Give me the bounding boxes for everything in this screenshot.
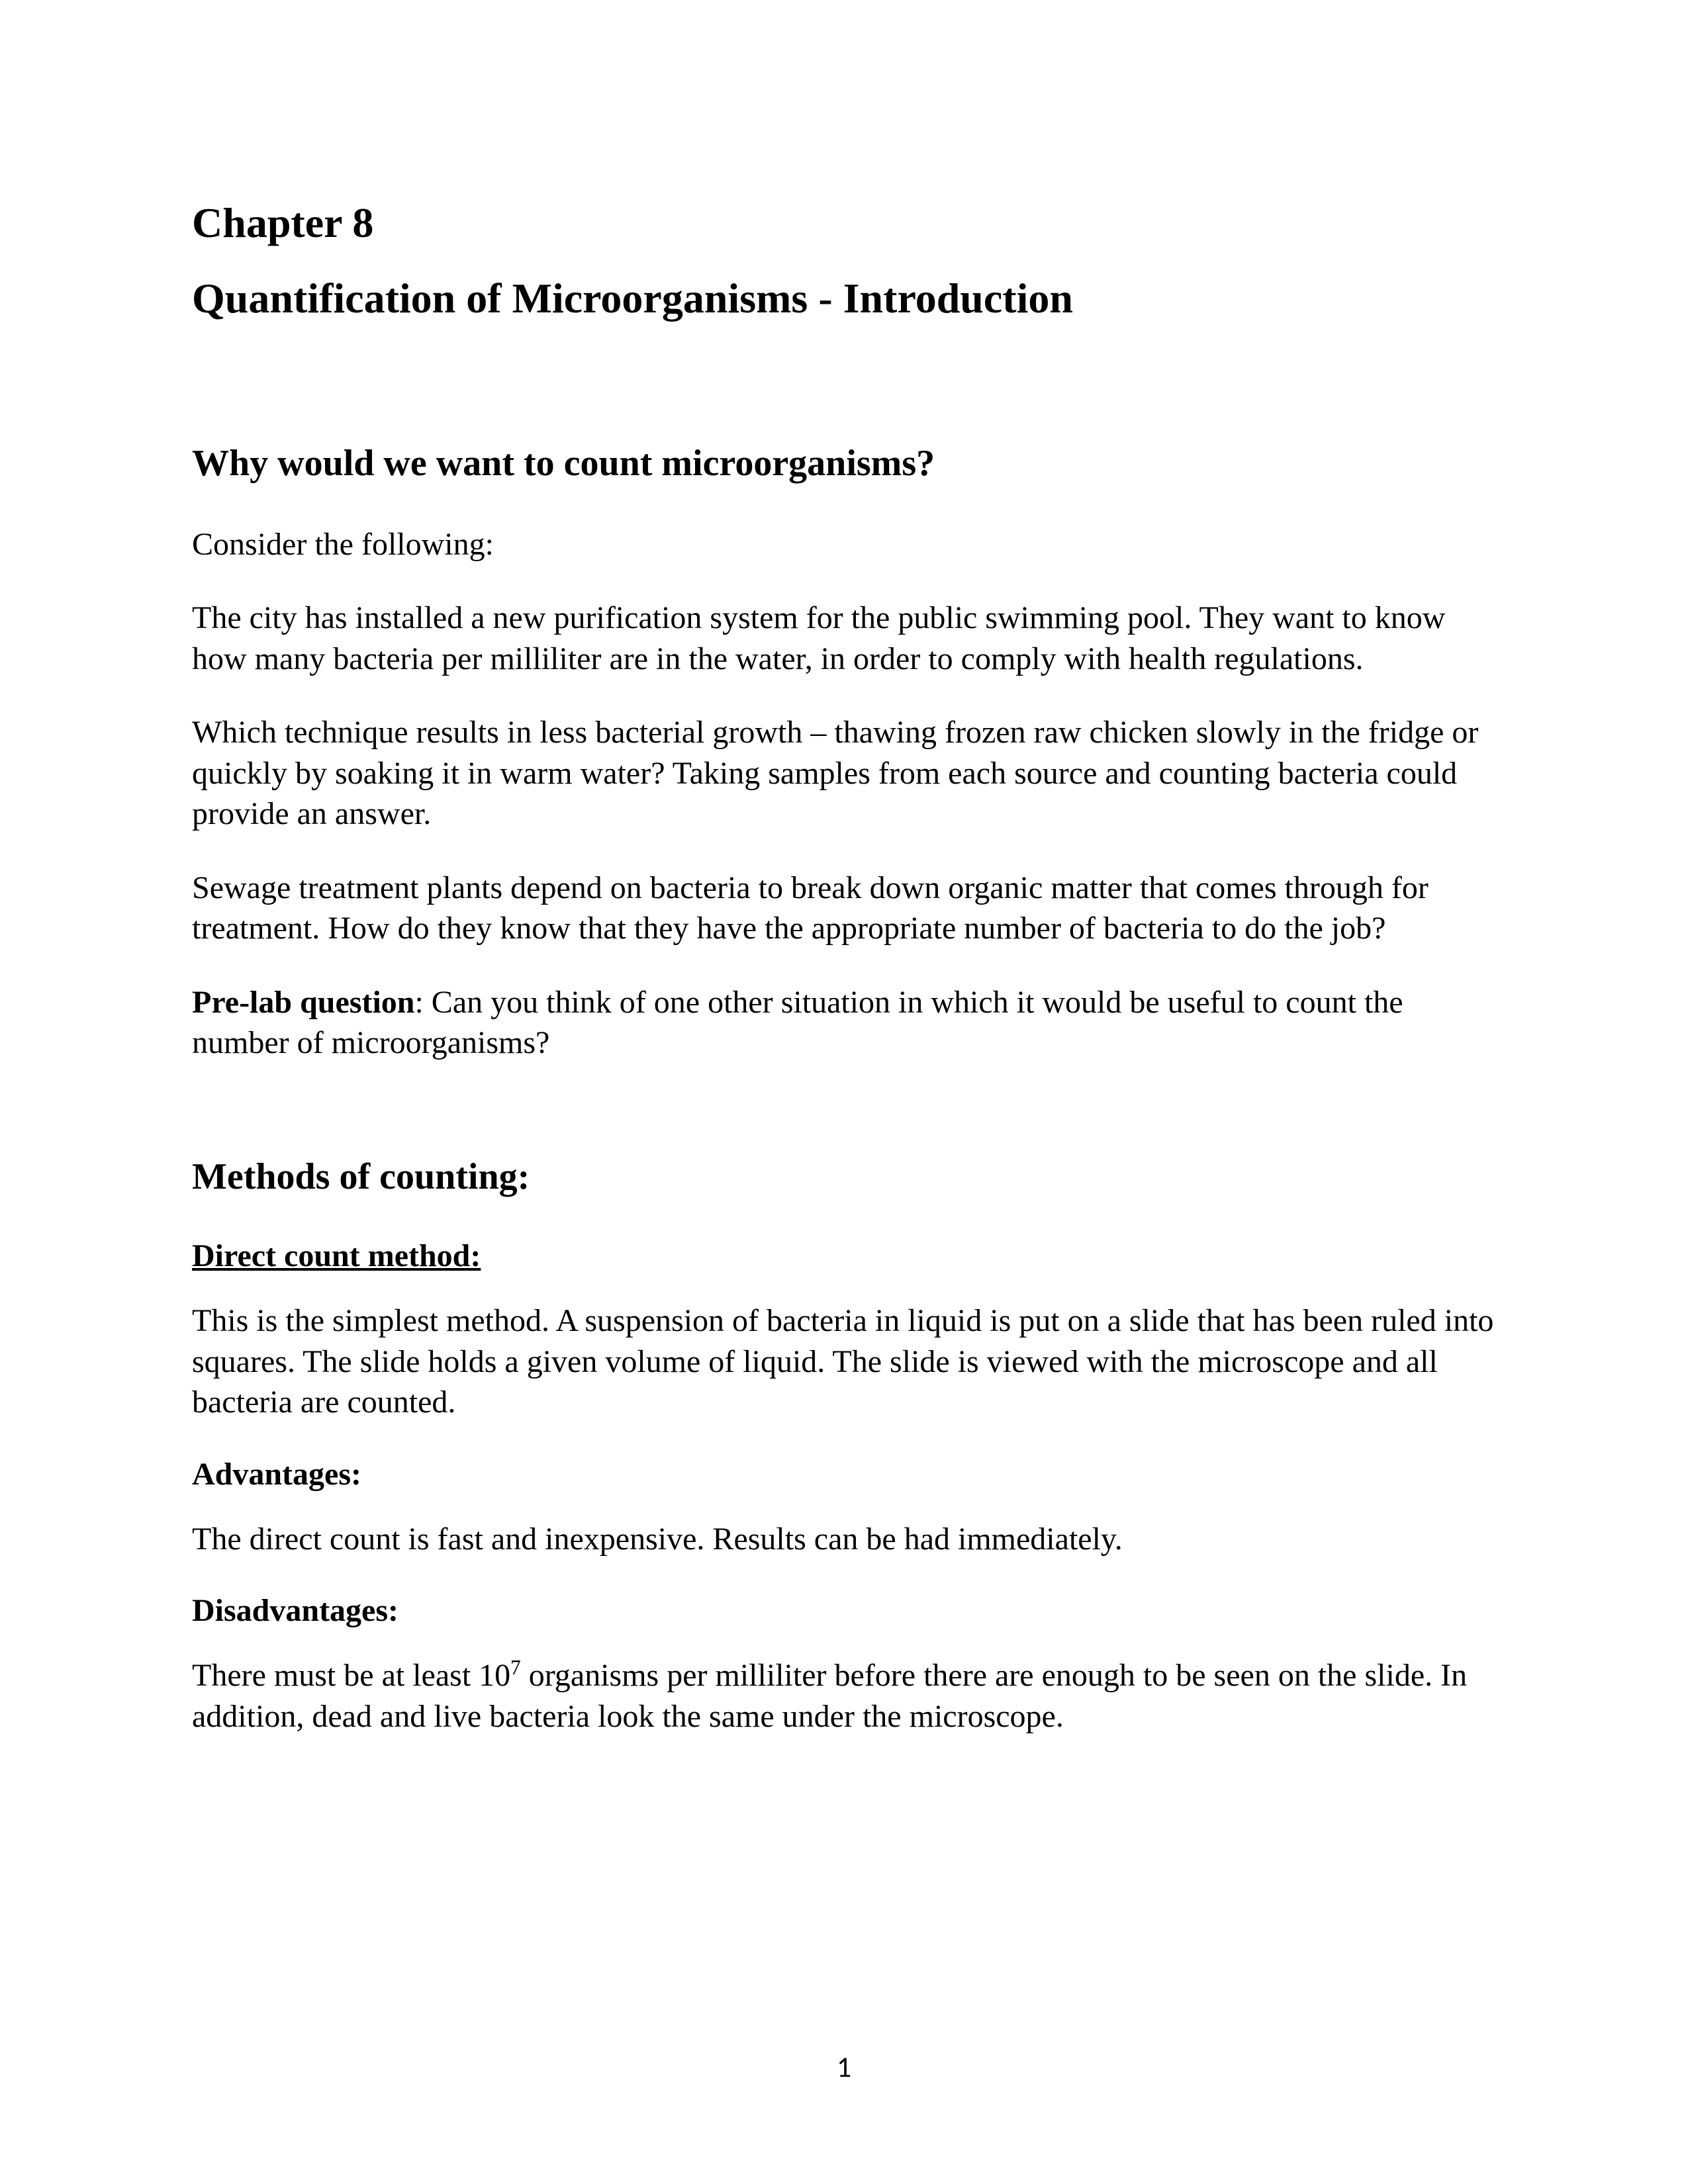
disadvantages-heading: Disadvantages: — [192, 1592, 1496, 1629]
section-spacer — [192, 1096, 1496, 1156]
page-number: 1 — [0, 2049, 1688, 2085]
document-page: Chapter 8 Quantification of Microorganis… — [0, 0, 1688, 2184]
document-title: Quantification of Microorganisms - Intro… — [192, 274, 1496, 323]
chapter-label: Chapter 8 — [192, 199, 1496, 248]
advantages-heading: Advantages: — [192, 1456, 1496, 1492]
prelab-label: Pre-lab question — [192, 985, 414, 1020]
disadvantages-pre: There must be at least 10 — [192, 1658, 510, 1693]
subheading-direct-count: Direct count method: — [192, 1238, 1496, 1274]
example-chicken: Which technique results in less bacteria… — [192, 712, 1496, 834]
disadvantages-text: There must be at least 107 organisms per… — [192, 1655, 1496, 1737]
direct-count-description: This is the simplest method. A suspensio… — [192, 1300, 1496, 1422]
example-sewage: Sewage treatment plants depend on bacter… — [192, 868, 1496, 949]
section-heading-methods: Methods of counting: — [192, 1156, 1496, 1198]
section-heading-why-count: Why would we want to count microorganism… — [192, 442, 1496, 484]
exponent: 7 — [510, 1656, 521, 1679]
example-pool: The city has installed a new purificatio… — [192, 598, 1496, 679]
advantages-text: The direct count is fast and inexpensive… — [192, 1519, 1496, 1559]
intro-consider: Consider the following: — [192, 524, 1496, 565]
prelab-question: Pre-lab question: Can you think of one o… — [192, 982, 1496, 1064]
